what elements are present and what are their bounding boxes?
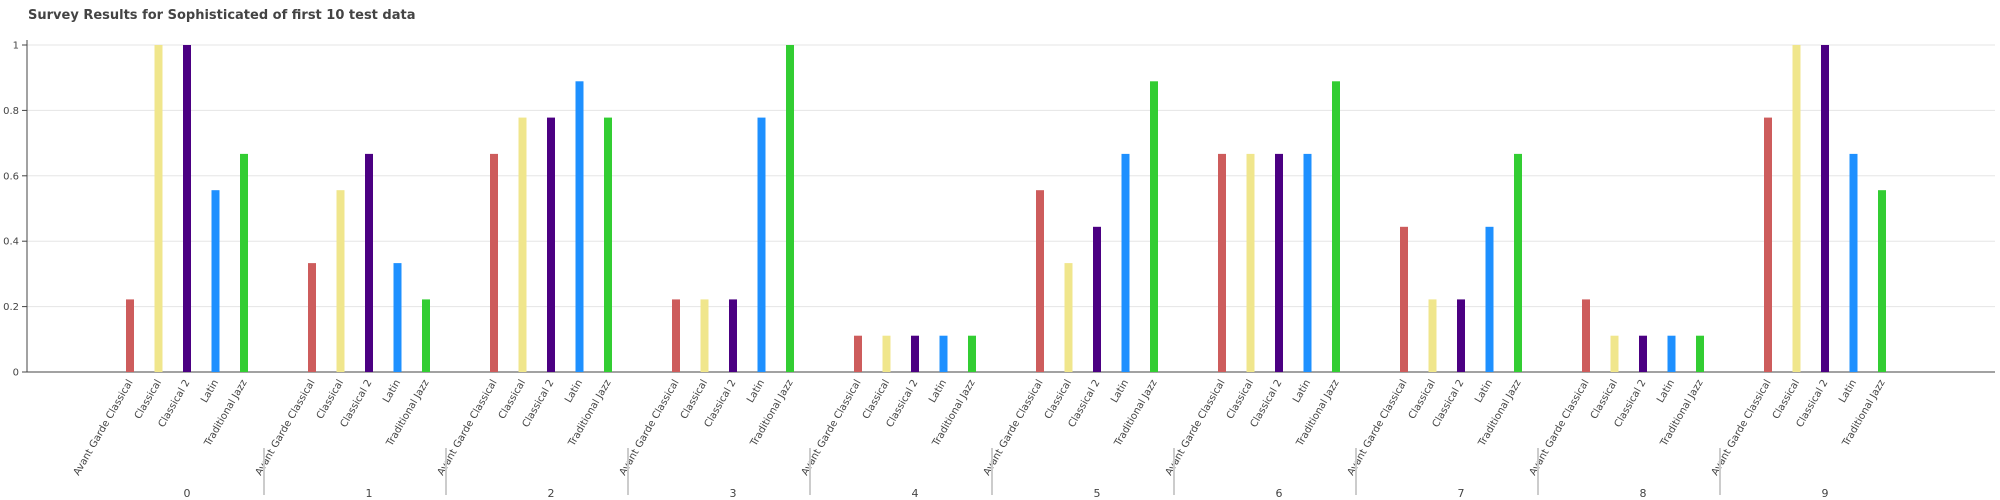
group-label: 6 <box>1276 487 1283 500</box>
category-label: Classical <box>1589 378 1620 421</box>
category-label: Latin <box>1109 378 1131 405</box>
category-label: Classical <box>133 378 164 421</box>
bar <box>604 117 612 373</box>
bar <box>1696 335 1704 372</box>
bar <box>126 299 134 372</box>
bar <box>1485 226 1494 372</box>
category-label: Classical <box>1225 378 1256 421</box>
bar <box>490 153 498 372</box>
category-label: Classical <box>315 378 346 421</box>
group-label: 9 <box>1822 487 1829 500</box>
bar <box>1246 153 1255 372</box>
y-tick-label: 0.6 <box>3 171 19 182</box>
bar <box>1582 299 1590 372</box>
category-label: Latin <box>1291 378 1313 405</box>
category-label: Latin <box>1837 378 1859 405</box>
category-label: Avant Garde Classical <box>72 378 136 478</box>
chart-title: Survey Results for Sophisticated of firs… <box>28 8 416 23</box>
bar <box>1332 81 1340 372</box>
category-label: Classical <box>679 378 710 421</box>
category-label: Classical <box>497 378 528 421</box>
category-label: Latin <box>1655 378 1677 405</box>
bar <box>1514 153 1522 372</box>
bar <box>422 299 430 372</box>
bar <box>1849 153 1858 372</box>
y-tick-label: 0.8 <box>3 106 19 117</box>
group-label: 7 <box>1458 487 1465 500</box>
bar <box>939 335 948 372</box>
bar <box>786 45 794 372</box>
bar <box>575 81 584 372</box>
y-tick-label: 0 <box>13 368 19 379</box>
bar <box>1428 299 1437 372</box>
bar <box>1064 263 1073 372</box>
group-label: 5 <box>1094 487 1101 500</box>
bar <box>968 335 976 372</box>
bar <box>518 117 527 373</box>
group-label: 4 <box>912 487 919 500</box>
bar <box>1150 81 1158 372</box>
bar <box>1218 153 1226 372</box>
bar <box>336 190 345 372</box>
bar <box>1275 153 1283 372</box>
group-label: 3 <box>730 487 737 500</box>
category-label: Classical <box>1407 378 1438 421</box>
group-label: 0 <box>184 487 191 500</box>
bar <box>365 153 373 372</box>
y-tick-label: 0.4 <box>3 237 19 248</box>
bar <box>1400 226 1408 372</box>
bar <box>1878 190 1886 372</box>
bar <box>1610 335 1619 372</box>
bar <box>1093 226 1101 372</box>
bar <box>240 153 248 372</box>
bar <box>1639 335 1647 372</box>
bar <box>1121 153 1130 372</box>
category-label: Latin <box>563 378 585 405</box>
bar <box>854 335 862 372</box>
bar <box>393 263 402 372</box>
bar <box>1764 117 1772 373</box>
group-label: 2 <box>548 487 555 500</box>
category-label: Classical <box>861 378 892 421</box>
bar <box>211 190 220 372</box>
bar <box>672 299 680 372</box>
category-label: Latin <box>1473 378 1495 405</box>
category-label: Classical <box>1043 378 1074 421</box>
bar <box>1303 153 1312 372</box>
bar <box>154 45 163 372</box>
bar <box>729 299 737 372</box>
bar <box>911 335 919 372</box>
bar <box>700 299 709 372</box>
bar <box>1667 335 1676 372</box>
category-label: Latin <box>381 378 403 405</box>
category-label: Latin <box>745 378 767 405</box>
bar <box>1457 299 1465 372</box>
bar <box>882 335 891 372</box>
group-label: 1 <box>366 487 373 500</box>
category-label: Latin <box>927 378 949 405</box>
bar <box>308 263 316 372</box>
y-tick-label: 0.2 <box>3 302 19 313</box>
bar <box>757 117 766 373</box>
category-label: Classical <box>1771 378 1802 421</box>
y-tick-label: 1 <box>13 41 19 52</box>
group-label: 8 <box>1640 487 1647 500</box>
bar <box>1036 190 1044 372</box>
category-label: Latin <box>199 378 221 405</box>
bar <box>547 117 555 373</box>
bar <box>183 45 191 372</box>
bar <box>1792 45 1801 372</box>
bar <box>1821 45 1829 372</box>
